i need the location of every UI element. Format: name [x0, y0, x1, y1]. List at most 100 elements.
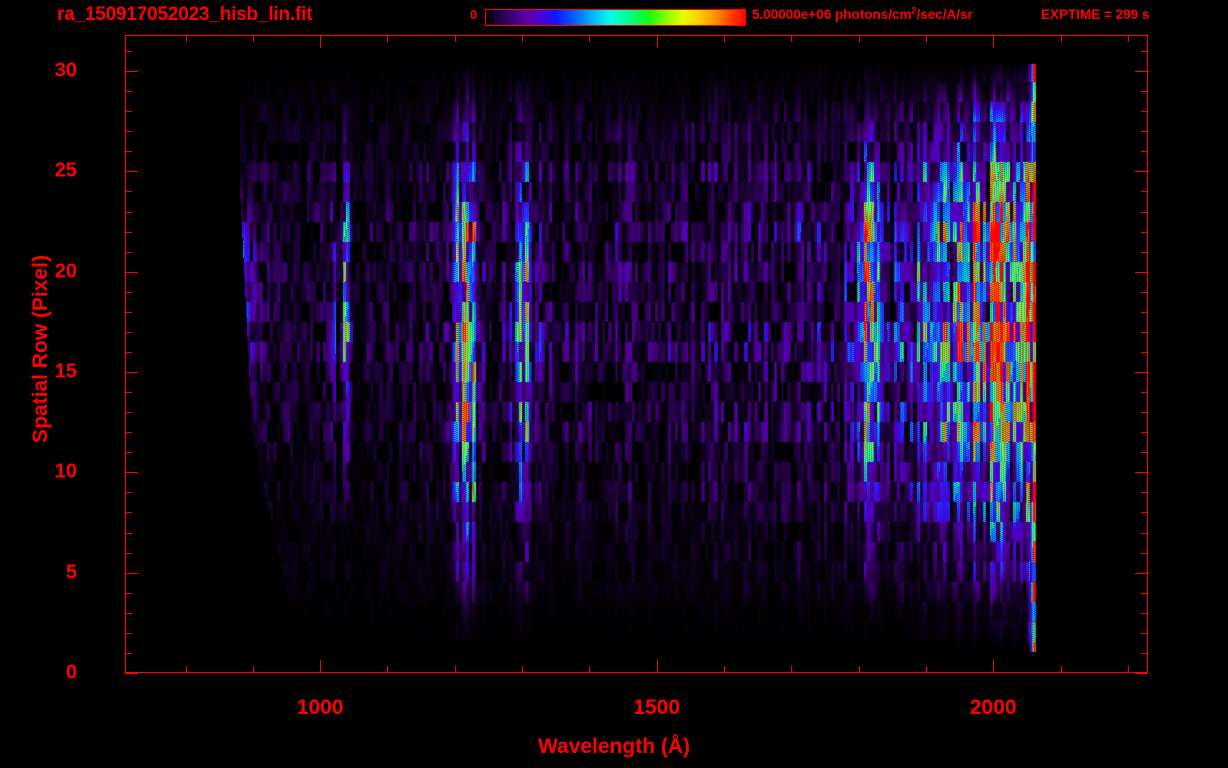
- x-tick-top: [1061, 35, 1062, 42]
- x-tick-top: [993, 35, 994, 48]
- y-tick-right: [1141, 51, 1148, 52]
- colorbar: [485, 9, 746, 26]
- y-tick-right: [1141, 252, 1148, 253]
- y-tick-left: [125, 553, 132, 554]
- y-tick-label: 0: [65, 661, 77, 684]
- x-tick-bottom: [455, 666, 456, 673]
- x-tick-bottom: [253, 666, 254, 673]
- exptime-label: EXPTIME = 299 s: [1041, 7, 1150, 22]
- y-tick-right: [1141, 533, 1148, 534]
- y-tick-left: [125, 252, 132, 253]
- x-tick-label: 2000: [969, 696, 1017, 719]
- y-tick-left: [125, 71, 138, 72]
- y-tick-label: 30: [54, 59, 77, 82]
- plot-frame: [125, 35, 1148, 673]
- y-tick-right: [1135, 472, 1148, 473]
- y-tick-right: [1141, 432, 1148, 433]
- y-tick-left: [125, 492, 132, 493]
- x-tick-bottom: [1128, 666, 1129, 673]
- y-tick-left: [125, 412, 132, 413]
- x-tick-label: 1500: [633, 696, 681, 719]
- x-tick-bottom: [724, 666, 725, 673]
- x-tick-top: [387, 35, 388, 42]
- y-tick-right: [1141, 412, 1148, 413]
- y-tick-right: [1141, 212, 1148, 213]
- y-tick-left: [125, 432, 132, 433]
- x-tick-top: [522, 35, 523, 42]
- x-tick-label: 1000: [296, 696, 344, 719]
- x-tick-top: [1128, 35, 1129, 42]
- colorbar-min-label: 0: [470, 7, 478, 22]
- x-tick-bottom: [1061, 666, 1062, 673]
- x-tick-bottom: [186, 666, 187, 673]
- colorbar-max-prefix: 5.00000e+06 photons/cm: [752, 7, 912, 22]
- y-tick-right: [1141, 492, 1148, 493]
- x-axis-title: Wavelength (Å): [537, 735, 691, 758]
- y-tick-left: [125, 653, 132, 654]
- y-tick-left: [125, 232, 132, 233]
- y-tick-left: [125, 111, 132, 112]
- x-tick-bottom: [859, 666, 860, 673]
- y-tick-right: [1141, 151, 1148, 152]
- x-tick-top: [791, 35, 792, 42]
- y-tick-left: [125, 292, 132, 293]
- y-tick-label: 5: [65, 561, 77, 584]
- y-tick-right: [1141, 191, 1148, 192]
- x-tick-bottom: [522, 666, 523, 673]
- y-tick-left: [125, 352, 132, 353]
- y-tick-right: [1135, 171, 1148, 172]
- y-tick-left: [125, 332, 132, 333]
- y-tick-left: [125, 673, 138, 674]
- y-tick-right: [1141, 352, 1148, 353]
- y-tick-right: [1141, 452, 1148, 453]
- page-title: ra_150917052023_hisb_lin.fit: [57, 4, 313, 25]
- x-tick-bottom: [657, 660, 658, 673]
- y-tick-label: 20: [54, 260, 77, 283]
- y-tick-right: [1141, 593, 1148, 594]
- y-tick-label: 10: [54, 460, 77, 483]
- y-tick-left: [125, 593, 132, 594]
- y-tick-right: [1141, 653, 1148, 654]
- y-tick-right: [1141, 292, 1148, 293]
- y-tick-right: [1141, 312, 1148, 313]
- y-tick-left: [125, 151, 132, 152]
- y-tick-right: [1141, 232, 1148, 233]
- y-tick-right: [1135, 573, 1148, 574]
- y-tick-right: [1135, 272, 1148, 273]
- x-tick-bottom: [993, 660, 994, 673]
- x-tick-top: [186, 35, 187, 42]
- x-tick-top: [455, 35, 456, 42]
- y-tick-left: [125, 312, 132, 313]
- y-tick-left: [125, 633, 132, 634]
- colorbar-max-suffix: /sec/A/sr: [916, 7, 973, 22]
- y-tick-right: [1141, 332, 1148, 333]
- colorbar-max-exponent: 2: [911, 5, 917, 16]
- y-tick-right: [1141, 91, 1148, 92]
- x-tick-bottom: [926, 666, 927, 673]
- y-tick-left: [125, 272, 138, 273]
- y-tick-left: [125, 91, 132, 92]
- y-tick-left: [125, 512, 132, 513]
- colorbar-max-label: 5.00000e+06 photons/cm2/sec/A/sr: [752, 5, 973, 22]
- y-tick-right: [1135, 372, 1148, 373]
- y-tick-left: [125, 51, 132, 52]
- y-tick-left: [125, 613, 132, 614]
- x-tick-top: [589, 35, 590, 42]
- y-tick-right: [1141, 111, 1148, 112]
- y-tick-right: [1141, 613, 1148, 614]
- y-tick-right: [1141, 131, 1148, 132]
- y-tick-left: [125, 452, 132, 453]
- spectrogram-image: [126, 36, 1147, 672]
- x-tick-top: [253, 35, 254, 42]
- x-tick-bottom: [387, 666, 388, 673]
- x-tick-top: [724, 35, 725, 42]
- y-tick-right: [1141, 512, 1148, 513]
- y-tick-left: [125, 131, 132, 132]
- y-tick-left: [125, 212, 132, 213]
- y-tick-right: [1135, 71, 1148, 72]
- x-tick-bottom: [320, 660, 321, 673]
- x-tick-bottom: [791, 666, 792, 673]
- y-tick-left: [125, 372, 138, 373]
- y-axis-title: Spatial Row (Pixel): [29, 255, 52, 443]
